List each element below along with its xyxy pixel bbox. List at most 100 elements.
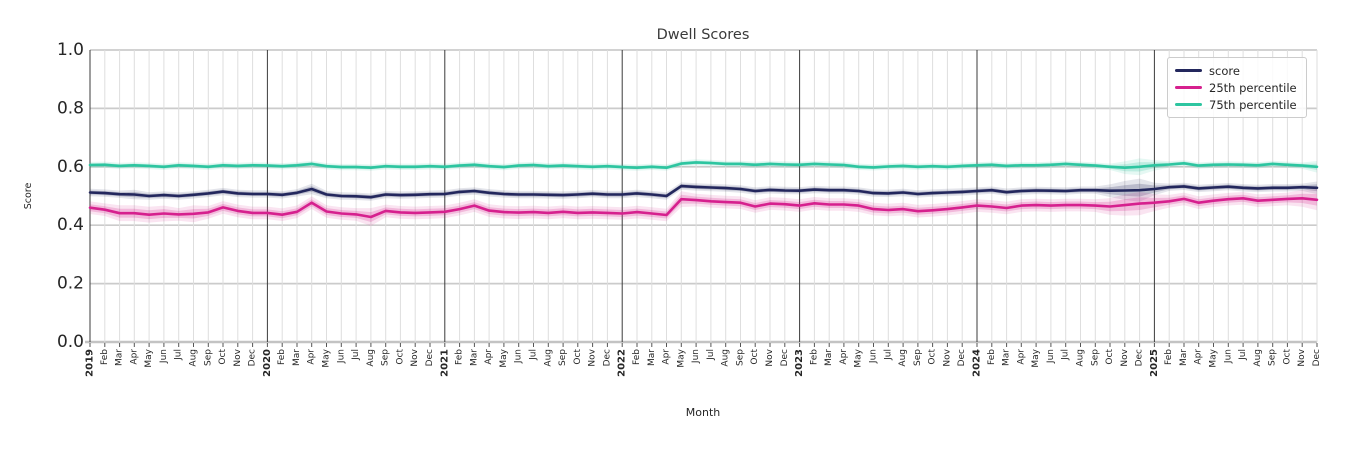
svg-text:Apr: Apr [307,349,317,365]
legend: score 25th percentile 75th percentile [1167,57,1307,118]
x-axis-label: Month [686,406,721,419]
svg-text:0.4: 0.4 [57,215,84,235]
svg-text:May: May [322,348,332,367]
svg-text:Dec: Dec [780,349,790,366]
svg-text:Jul: Jul [529,349,539,361]
score-line-swatch [1175,69,1202,72]
svg-text:May: May [676,348,686,367]
svg-text:2025: 2025 [1149,349,1160,377]
svg-text:Sep: Sep [1090,349,1100,366]
svg-text:Feb: Feb [809,349,819,365]
svg-text:Feb: Feb [632,349,642,365]
svg-text:Aug: Aug [366,349,376,367]
svg-text:Apr: Apr [1194,349,1204,365]
svg-text:Jun: Jun [336,349,346,364]
svg-text:Nov: Nov [765,348,775,366]
svg-text:Mar: Mar [1179,349,1189,366]
svg-text:May: May [1209,348,1219,367]
svg-text:2023: 2023 [794,349,805,377]
svg-text:Dec: Dec [425,349,435,366]
svg-text:Jul: Jul [351,349,361,361]
svg-text:Nov: Nov [942,348,952,366]
svg-text:Apr: Apr [129,349,139,365]
svg-text:Dec: Dec [248,349,258,366]
svg-text:Sep: Sep [203,349,213,366]
svg-text:Oct: Oct [573,349,583,365]
svg-text:Aug: Aug [1076,349,1086,367]
tick-labels: 2019 Feb Mar Apr May Jun Jul Aug Sep Oct Nov Dec 202… [57,40,1322,377]
svg-text:Sep: Sep [558,349,568,366]
svg-text:Feb: Feb [277,349,287,365]
svg-text:Feb: Feb [1164,349,1174,365]
svg-text:Jun: Jun [159,349,169,364]
svg-text:Dec: Dec [957,349,967,366]
svg-text:Sep: Sep [736,349,746,366]
legend-label-25th-percentile: 25th percentile [1209,80,1297,95]
svg-text:Jun: Jun [514,349,524,364]
svg-text:0.0: 0.0 [57,332,84,352]
svg-text:Feb: Feb [100,349,110,365]
gridlines [85,49,1318,347]
svg-text:2020: 2020 [262,349,273,377]
svg-text:Oct: Oct [1105,349,1115,365]
svg-text:Aug: Aug [543,349,553,367]
svg-text:Jul: Jul [1061,349,1071,361]
legend-label-75th-percentile: 75th percentile [1209,97,1297,112]
svg-text:Dec: Dec [1135,349,1145,366]
svg-text:2021: 2021 [439,349,450,377]
svg-text:Aug: Aug [1253,349,1263,367]
svg-text:Nov: Nov [233,348,243,366]
chart-title: Dwell Scores [657,27,750,43]
svg-text:Jun: Jun [1046,349,1056,364]
svg-text:Aug: Aug [721,349,731,367]
legend-item-25th-percentile: 25th percentile [1175,79,1297,96]
svg-text:2024: 2024 [972,349,983,377]
svg-text:Oct: Oct [928,349,938,365]
svg-text:Sep: Sep [381,349,391,366]
svg-text:May: May [1031,348,1041,367]
svg-text:Oct: Oct [218,349,228,365]
svg-text:Oct: Oct [1282,349,1292,365]
svg-text:Mar: Mar [292,349,302,366]
svg-text:Jul: Jul [1238,349,1248,361]
svg-text:Apr: Apr [662,349,672,365]
svg-text:Mar: Mar [469,349,479,366]
series-bands [90,158,1317,226]
plot-area: 2019 Feb Mar Apr May Jun Jul Aug Sep Oct Nov Dec 202… [57,40,1322,377]
svg-text:Nov: Nov [588,348,598,366]
svg-text:Aug: Aug [189,349,199,367]
svg-text:May: May [144,348,154,367]
svg-text:Dec: Dec [1312,349,1322,366]
series-lines [88,161,1319,219]
svg-text:Aug: Aug [898,349,908,367]
legend-item-75th-percentile: 75th percentile [1175,96,1297,113]
percentile-25-line-swatch [1175,86,1202,89]
svg-text:Jun: Jun [1223,349,1233,364]
legend-item-score: score [1175,62,1297,79]
svg-text:Jul: Jul [883,349,893,361]
svg-text:Oct: Oct [750,349,760,365]
svg-text:Feb: Feb [455,349,465,365]
svg-text:May: May [854,348,864,367]
svg-text:0.8: 0.8 [57,98,84,118]
svg-text:May: May [499,348,509,367]
svg-text:Jun: Jun [869,349,879,364]
svg-text:Jun: Jun [691,349,701,364]
svg-text:Apr: Apr [484,349,494,365]
y-axis-label: Score [23,183,34,210]
svg-text:Feb: Feb [987,349,997,365]
svg-text:0.6: 0.6 [57,157,84,177]
svg-text:1.0: 1.0 [57,40,84,60]
svg-text:Dec: Dec [602,349,612,366]
svg-text:Apr: Apr [1016,349,1026,365]
svg-text:Oct: Oct [395,349,405,365]
svg-text:Mar: Mar [1002,349,1012,366]
svg-text:0.2: 0.2 [57,274,84,294]
svg-text:Mar: Mar [824,349,834,366]
svg-text:Apr: Apr [839,349,849,365]
svg-text:Jul: Jul [706,349,716,361]
svg-text:Sep: Sep [913,349,923,366]
svg-text:Nov: Nov [410,348,420,366]
svg-text:Nov: Nov [1297,348,1307,366]
